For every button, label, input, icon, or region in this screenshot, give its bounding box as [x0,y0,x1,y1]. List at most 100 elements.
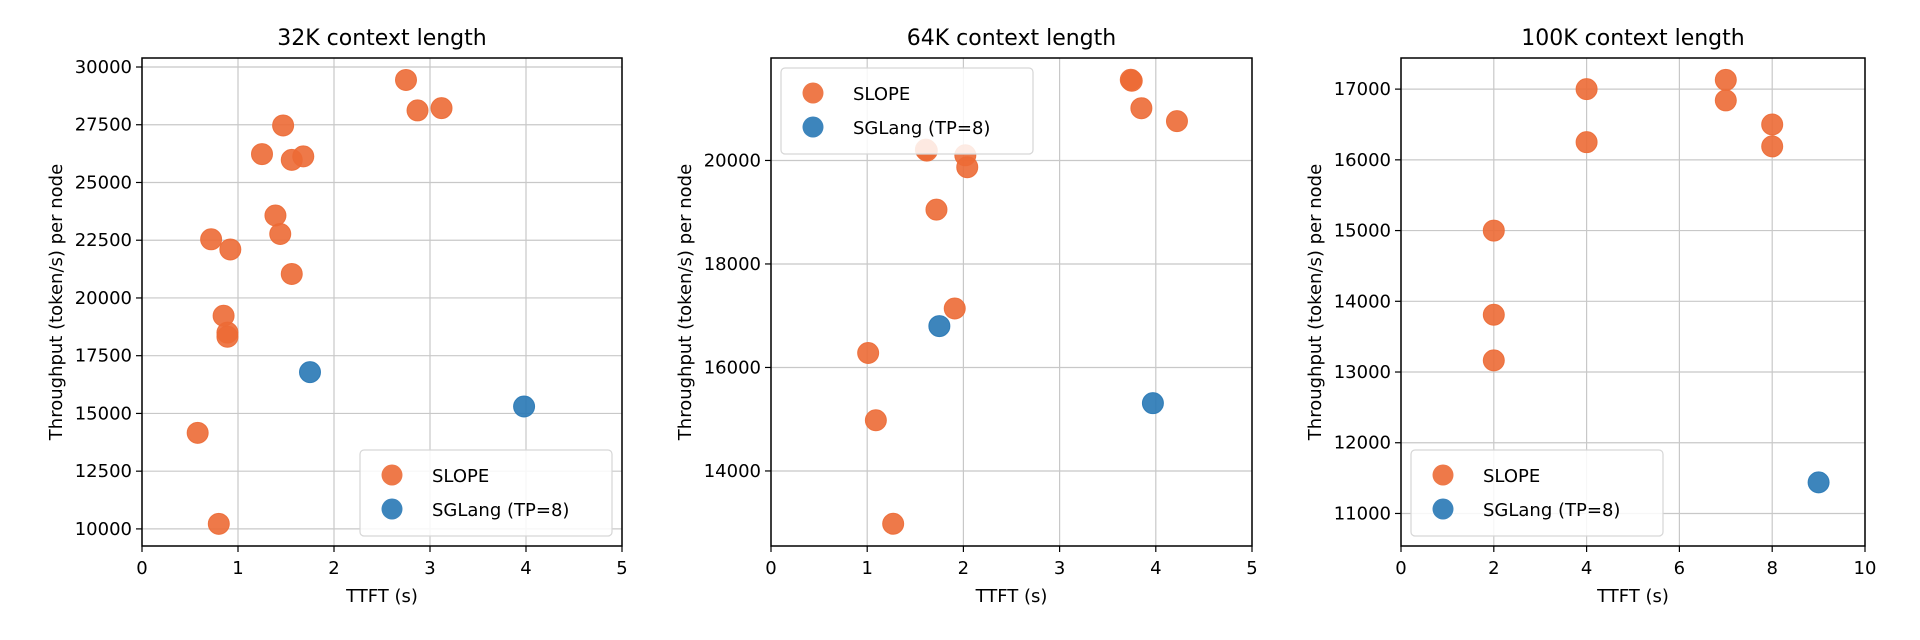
slope-point [406,99,429,122]
x-tick-label: 3 [424,558,435,579]
x-axis-label: TTFT (s) [1596,586,1669,607]
slope-point [956,156,979,179]
y-tick-label: 30000 [75,57,132,78]
slope-point [1575,131,1598,154]
slope-point [395,68,417,91]
legend-marker-sglang [381,498,403,520]
y-tick-label: 15000 [1334,221,1391,242]
legend: SLOPE SGLang (TP=8) [780,67,1034,155]
slope-point [1575,78,1598,101]
slope-point [207,512,230,535]
x-tick-label: 0 [765,558,776,579]
sglang-point [1807,471,1830,494]
legend-marker-slope [381,464,403,486]
slope-point [200,228,223,251]
axes-frame [141,57,623,547]
y-tick-label: 22500 [75,230,132,251]
subplot-2: 0 1 2 3 4 5 14000 16000 18000 20000 64K context le… [675,26,1258,607]
slope-point [292,145,315,168]
slope-point [186,421,209,444]
slope-point [272,114,295,137]
legend-marker-sglang [802,116,824,138]
x-tick-label: 4 [1150,558,1161,579]
y-axis-label: Throughput (token/s) per node [675,164,696,441]
axes-frame [770,57,1253,547]
slope-point [1482,303,1505,326]
slope-point [219,238,242,261]
y-tick-label: 14000 [704,461,761,482]
slope-point [1714,68,1737,91]
x-tick-label: 2 [1488,558,1499,579]
y-tick-label: 14000 [1334,291,1391,312]
y-tick-label: 17500 [75,346,132,367]
subplot-title: 64K context length [907,26,1116,51]
legend-label: SLOPE [1483,466,1540,487]
sglang-point [513,395,536,418]
axes-frame [1400,57,1866,547]
y-tick-label: 27500 [75,115,132,136]
slope-point [864,409,887,432]
x-axis-label: TTFT (s) [975,586,1048,607]
slope-point [1130,97,1153,120]
slope-point [882,512,905,535]
slope-point [1714,89,1737,112]
slope-point [1482,219,1505,242]
y-tick-label: 17000 [1334,79,1391,100]
x-tick-label: 3 [1054,558,1065,579]
y-tick-label: 16000 [1334,150,1391,171]
legend-label: SGLang (TP=8) [853,118,990,139]
y-tick-label: 13000 [1334,362,1391,383]
slope-point [1761,113,1784,136]
legend-marker-sglang [1432,498,1454,520]
subplot-title: 100K context length [1521,26,1744,51]
x-axis-label: TTFT (s) [345,586,418,607]
x-tick-label: 6 [1674,558,1685,579]
x-tick-label: 5 [1246,558,1257,579]
slope-point [1120,69,1143,92]
legend-label: SGLang (TP=8) [432,500,569,521]
x-tick-label: 0 [136,558,147,579]
slope-point [857,341,880,364]
y-tick-label: 16000 [704,357,761,378]
subplot-3: 0 2 4 6 8 10 11000 12000 13000 14000 15000 16000 170… [1305,26,1876,607]
slope-point [1761,135,1784,158]
slope-point [251,143,273,166]
y-axis-label: Throughput (token/s) per node [46,164,67,441]
subplot-1: 0 1 2 3 4 5 10000 12500 15000 17500 20000 22500 2500… [46,26,628,607]
slope-point [925,198,948,221]
x-tick-label: 10 [1854,558,1877,579]
y-tick-label: 11000 [1334,503,1391,524]
y-tick-label: 15000 [75,403,132,424]
slope-point [216,325,239,348]
legend-label: SLOPE [853,84,910,105]
slope-point [280,262,303,285]
legend-box [1410,449,1664,537]
subplot-title: 32K context length [277,26,486,51]
x-tick-label: 1 [232,558,243,579]
legend-marker-slope [1432,464,1454,486]
legend: SLOPE SGLang (TP=8) [1410,449,1664,537]
x-tick-label: 2 [328,558,339,579]
slope-point [1482,349,1505,372]
y-tick-label: 18000 [704,254,761,275]
slope-point [1165,110,1188,133]
sglang-point [299,361,321,384]
sglang-point [928,315,951,338]
x-tick-label: 1 [861,558,872,579]
legend-box [780,67,1034,155]
legend-marker-slope [802,82,824,104]
x-tick-label: 4 [1581,558,1592,579]
slope-point [430,97,453,120]
x-tick-label: 2 [958,558,969,579]
x-tick-label: 4 [520,558,531,579]
slope-point [269,222,292,245]
slope-point [943,297,966,320]
y-tick-label: 25000 [75,172,132,193]
legend-label: SGLang (TP=8) [1483,500,1620,521]
y-tick-label: 10000 [75,519,132,540]
y-tick-label: 20000 [75,288,132,309]
legend-box [359,449,613,537]
x-tick-label: 5 [616,558,627,579]
y-axis-label: Throughput (token/s) per node [1305,164,1326,441]
